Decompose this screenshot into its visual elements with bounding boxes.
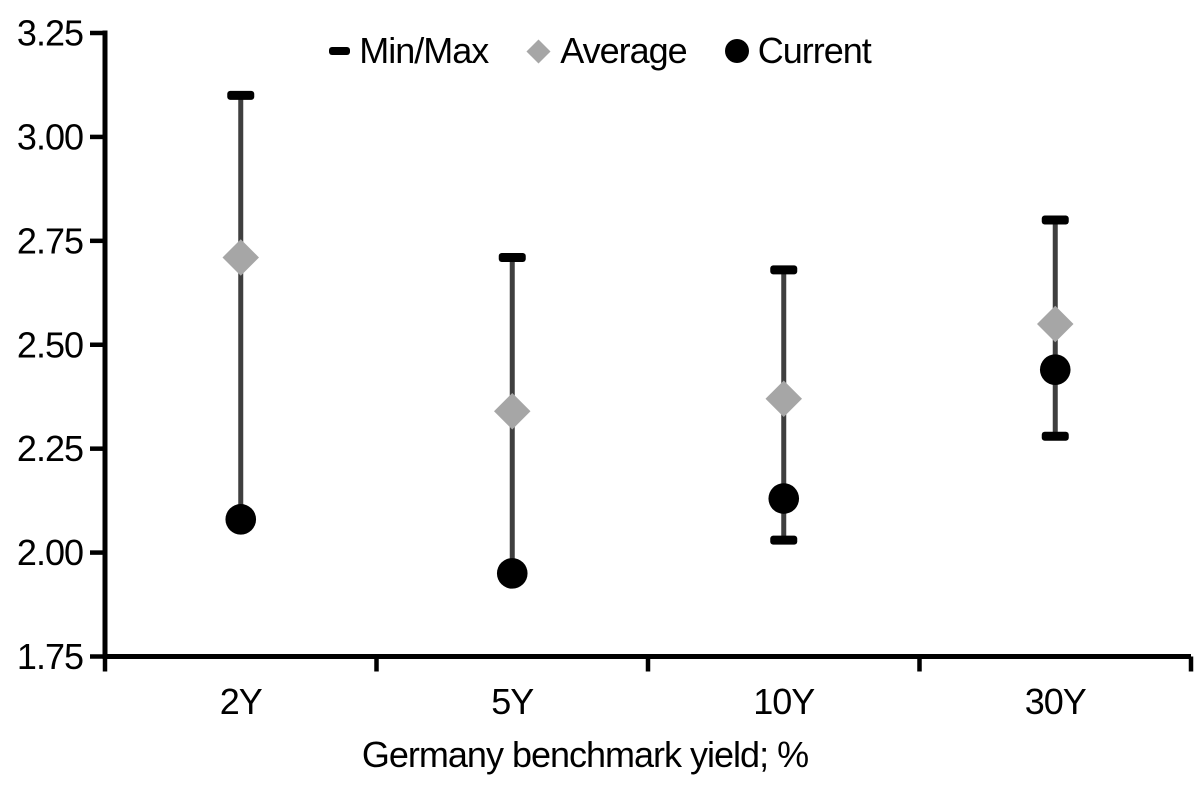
average-marker-2Y	[222, 239, 259, 276]
y-tick-label: 3.25	[17, 13, 83, 54]
y-tick-label: 3.00	[17, 116, 83, 157]
legend-label-average: Average	[560, 30, 687, 71]
legend-item-current: Current	[724, 28, 872, 74]
average-marker-10Y	[765, 380, 802, 418]
current-marker-5Y	[496, 558, 528, 589]
y-tick-label: 1.75	[17, 636, 83, 677]
x-category-label-30Y: 30Y	[1025, 681, 1087, 722]
max-cap-30Y	[1041, 215, 1069, 225]
max-cap-5Y	[498, 252, 526, 262]
x-axis-title: Germany benchmark yield; %	[361, 734, 809, 775]
current-circle-icon	[724, 39, 749, 63]
min-cap-10Y	[770, 535, 798, 545]
legend-label-current: Current	[757, 30, 872, 71]
min-max-dash-icon	[329, 47, 351, 55]
y-tick-label: 2.50	[17, 324, 83, 365]
current-marker-30Y	[1039, 354, 1071, 385]
average-marker-5Y	[494, 393, 531, 430]
legend-item-min-max: Min/Max	[329, 28, 489, 74]
min-cap-30Y	[1041, 431, 1069, 441]
y-tick-label: 2.75	[17, 220, 83, 261]
x-category-label-5Y: 5Y	[491, 681, 534, 722]
x-category-label-10Y: 10Y	[753, 681, 815, 722]
y-tick-label: 2.25	[17, 428, 83, 469]
x-category-label-2Y: 2Y	[220, 681, 263, 722]
current-marker-10Y	[768, 483, 800, 514]
y-tick-label: 2.00	[17, 532, 83, 573]
average-diamond-icon	[526, 38, 551, 64]
legend-item-average: Average	[526, 28, 688, 74]
current-marker-2Y	[225, 504, 257, 535]
chart-legend: Min/Max Average Current	[0, 28, 1200, 74]
max-cap-2Y	[227, 90, 255, 100]
average-marker-30Y	[1037, 305, 1074, 343]
max-cap-10Y	[770, 265, 798, 275]
legend-label-min-max: Min/Max	[359, 30, 489, 71]
